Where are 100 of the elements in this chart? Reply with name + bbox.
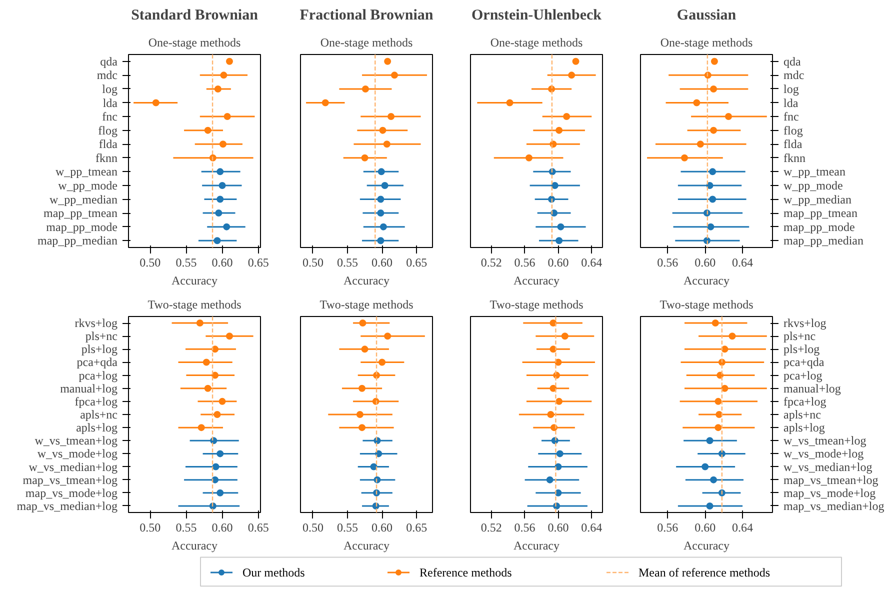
point [384,58,392,65]
point [216,450,224,458]
point [561,332,568,340]
point [375,450,382,458]
x-tick-label: 0.55 [336,520,358,534]
y-tick-label: pca+qda [76,355,118,370]
y-tick-label: w_vs_mode+log [37,446,118,461]
y-tick-label: apls+log [784,420,825,435]
x-axis-title: Accuracy [344,538,390,552]
y-tick-label: fknn [96,150,118,165]
x-tick-label: 0.64 [732,256,754,270]
point [707,223,714,230]
chart-subtitle: One-stage methods [490,36,583,50]
point [714,424,722,432]
point [212,372,219,379]
point [383,140,390,148]
y-tick-label: mdc [784,68,804,82]
y-tick-label: rkvs+log [784,316,826,330]
y-tick-label: pls+nc [85,329,118,344]
point [212,463,220,470]
y-tick-label: map_pp_mode [784,220,855,234]
point [358,424,366,432]
point [370,463,378,470]
y-tick-label: map_vs_tmean+log [784,472,878,487]
point [214,411,221,418]
chart-title: Gaussian [676,8,737,24]
point [218,182,226,189]
y-tick-label: lda [784,96,799,110]
y-tick-label: w_vs_tmean+log [784,434,866,448]
chart-title: Standard Brownian [131,8,259,24]
y-tick-label: map_vs_tmean+log [22,472,118,487]
x-tick-label: 0.65 [406,256,428,270]
x-tick-label: 0.65 [248,256,269,270]
point [568,72,576,79]
point [551,182,558,189]
point [710,85,718,92]
y-tick-label: map_pp_tmean [784,206,858,220]
point [378,168,385,176]
point [377,237,384,244]
x-tick-label: 0.50 [302,256,324,270]
y-tick-label: map_vs_mode+log [25,486,118,500]
point [322,99,329,106]
y-tick-label: w_vs_median+log [784,460,872,474]
y-tick-label: map_pp_median [38,234,118,248]
point [362,85,369,92]
point [361,154,368,162]
y-tick-label: w_pp_tmean [784,164,846,179]
point [721,384,728,392]
x-tick-label: 0.55 [176,520,197,534]
x-tick-label: 0.55 [176,256,197,270]
point [380,223,387,230]
y-tick-label: w_pp_median [784,192,852,206]
y-tick-label: w_pp_median [50,192,118,206]
point [706,437,714,444]
x-tick-label: 0.50 [302,520,324,534]
x-tick-label: 0.64 [732,520,754,534]
y-tick-label: map_vs_mode+log [784,486,876,500]
y-tick-label: fpca+log [74,394,118,408]
chart-subtitle: One-stage methods [148,36,241,50]
x-tick-label: 0.60 [372,256,393,270]
point [361,346,368,353]
y-tick-label: map_vs_median+log [784,498,884,513]
point [226,58,233,65]
point [379,126,386,134]
point [546,476,554,484]
point [152,99,160,106]
chart-subtitle: Two-stage methods [148,298,242,312]
y-tick-label: pls+log [784,342,820,356]
y-tick-label: fnc [784,110,799,124]
point [716,411,723,418]
y-tick-label: w_pp_mode [58,178,118,192]
point [696,140,704,148]
x-tick-label: 0.56 [657,520,678,534]
point [525,154,532,162]
x-axis-title: Accuracy [684,274,730,288]
point [563,113,570,120]
chart-subtitle: Two-stage methods [320,298,414,312]
x-tick-label: 0.64 [581,256,602,270]
y-tick-label: w_vs_median+log [28,460,118,474]
point [550,320,557,327]
point [725,113,732,120]
point [556,398,563,405]
point [728,332,736,340]
point [359,320,366,327]
point [693,99,700,106]
y-tick-label: w_vs_mode+log [784,446,864,461]
y-tick-label: pls+nc [784,329,816,344]
x-tick-label: 0.60 [548,520,569,534]
point [214,237,221,244]
y-tick-label: apls+nc [784,408,821,422]
legend-label: Our methods [242,566,306,580]
y-tick-label: qda [784,54,802,68]
y-tick-label: apls+log [76,420,118,435]
point [390,72,398,79]
point [358,384,366,392]
point [709,196,716,203]
point [712,320,719,327]
point [216,489,224,496]
chart-subtitle: One-stage methods [320,36,413,50]
y-tick-label: apls+nc [80,408,118,422]
